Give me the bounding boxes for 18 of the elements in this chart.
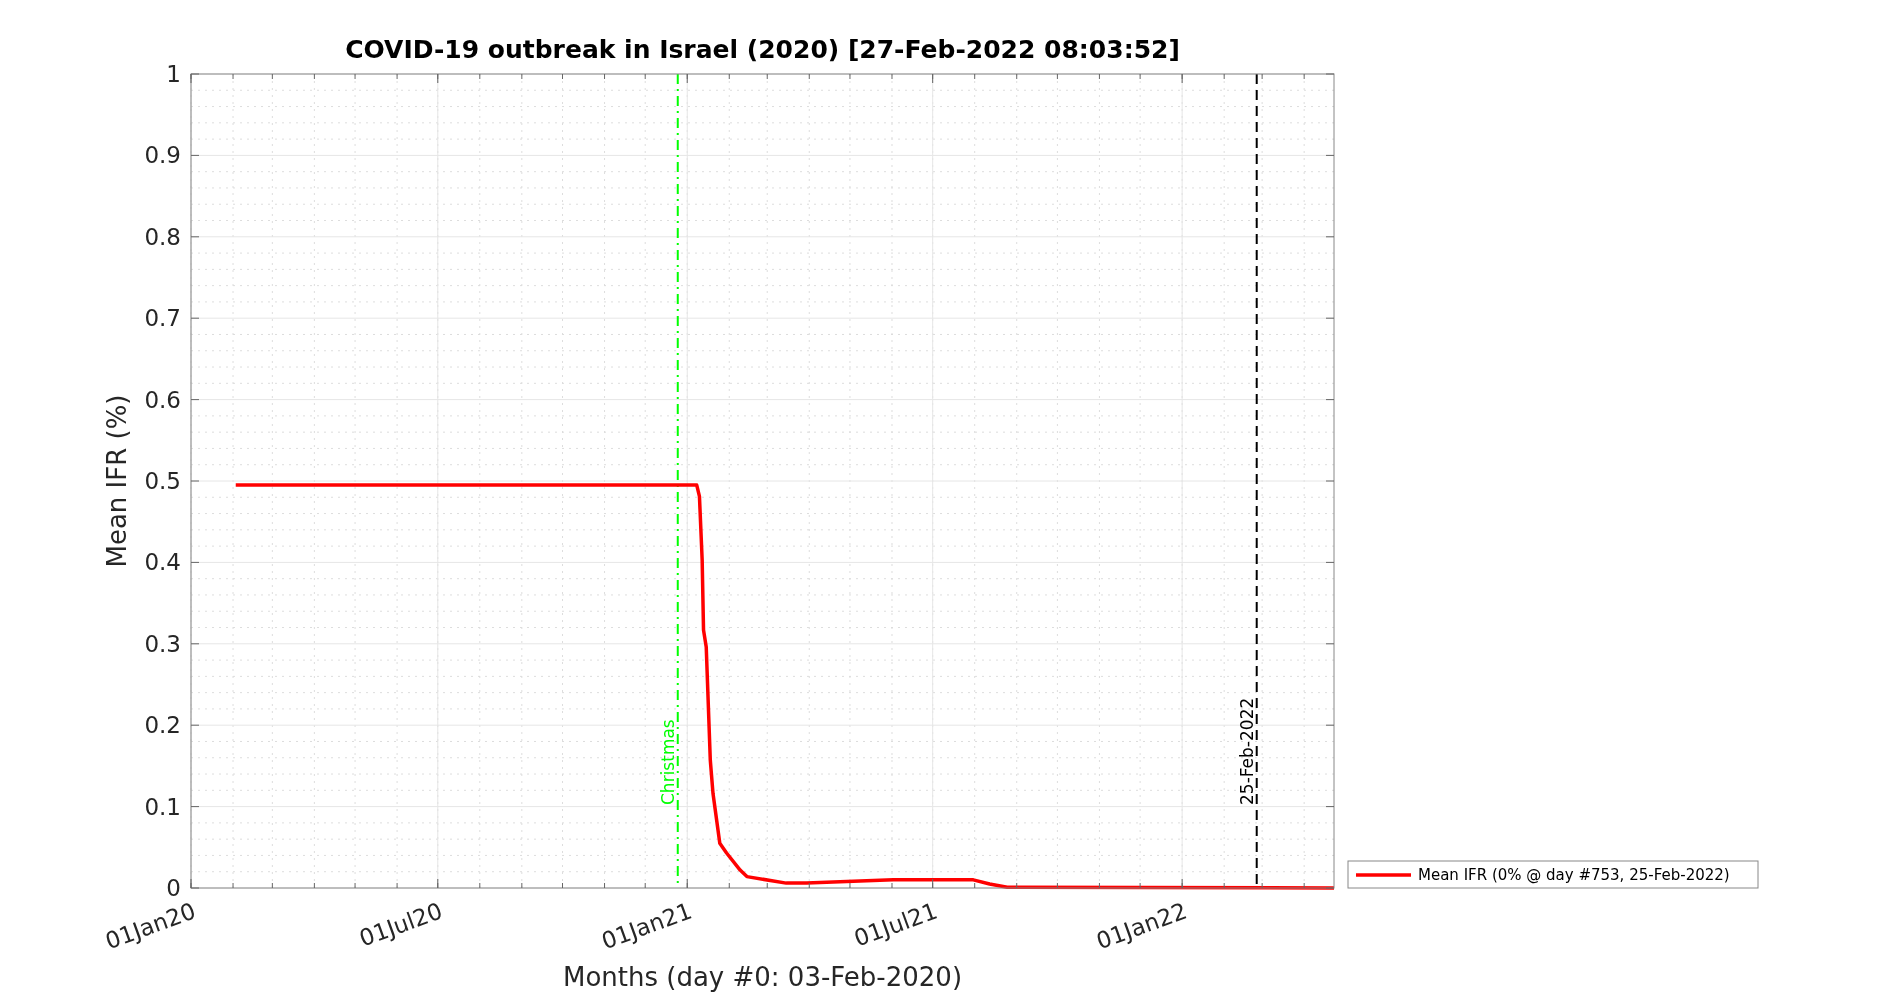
y-tick-label: 0.8	[144, 223, 181, 250]
y-tick-label: 0.1	[144, 793, 181, 820]
ref-line-label: Christmas	[657, 719, 678, 805]
line-series	[233, 483, 1336, 890]
y-tick-label: 0.9	[144, 142, 181, 169]
ref-line-label: 25-Feb-2022	[1236, 697, 1257, 805]
y-tick-label: 0.6	[144, 386, 181, 413]
y-tick-label: 1	[166, 61, 181, 88]
y-axis-title: Mean IFR (%)	[102, 394, 132, 568]
x-axis-title: Months (day #0: 03-Feb-2020)	[562, 962, 963, 992]
y-tick-label: 0.2	[144, 712, 181, 739]
y-tick-label: 0.3	[144, 630, 181, 657]
legend-label: Mean IFR (0% @ day #753, 25-Feb-2022)	[1418, 866, 1730, 885]
y-tick-label: 0	[166, 875, 181, 902]
y-tick-label: 0.5	[144, 468, 181, 495]
y-tick-label: 0.4	[144, 549, 181, 576]
chart-title: COVID-19 outbreak in Israel (2020) [27-Feb-2022 08:03:52]	[345, 35, 1180, 64]
y-tick-label: 0.7	[144, 305, 181, 332]
